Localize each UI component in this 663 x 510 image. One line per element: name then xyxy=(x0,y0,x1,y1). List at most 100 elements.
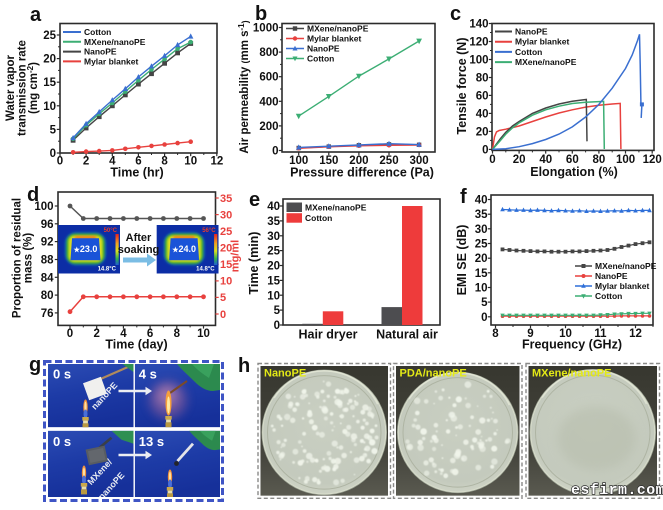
svg-text:10: 10 xyxy=(197,328,210,340)
svg-text:250: 250 xyxy=(379,155,398,167)
svg-text:★24.0: ★24.0 xyxy=(172,244,196,254)
svg-text:h: h xyxy=(238,355,250,377)
svg-text:0: 0 xyxy=(272,146,278,158)
svg-text:e: e xyxy=(249,189,260,211)
svg-text:140: 140 xyxy=(469,18,488,30)
svg-text:25: 25 xyxy=(267,246,280,258)
svg-text:80: 80 xyxy=(41,290,54,302)
svg-text:20: 20 xyxy=(220,243,232,255)
svg-text:Cotton: Cotton xyxy=(515,47,542,57)
svg-text:Mylar blanket: Mylar blanket xyxy=(595,281,649,291)
svg-text:f: f xyxy=(460,186,467,208)
svg-text:30: 30 xyxy=(475,224,488,236)
svg-text:Cotton: Cotton xyxy=(84,27,111,37)
svg-text:56°C: 56°C xyxy=(202,228,216,234)
svg-text:12: 12 xyxy=(210,156,223,168)
svg-text:80: 80 xyxy=(476,72,489,84)
svg-text:Cotton: Cotton xyxy=(307,54,334,64)
svg-text:14.8°C: 14.8°C xyxy=(196,267,215,273)
svg-text:20: 20 xyxy=(43,54,56,66)
svg-text:4 s: 4 s xyxy=(139,367,157,382)
svg-text:150: 150 xyxy=(319,155,338,167)
svg-text:MXene/nanoPE: MXene/nanoPE xyxy=(305,203,367,213)
svg-text:200: 200 xyxy=(349,155,368,167)
svg-text:Hair dryer: Hair dryer xyxy=(298,328,357,342)
svg-text:d: d xyxy=(27,184,39,206)
svg-text:After: After xyxy=(126,232,152,244)
svg-text:PDA/nanoPE: PDA/nanoPE xyxy=(400,368,467,380)
svg-text:60: 60 xyxy=(476,90,489,102)
svg-text:6: 6 xyxy=(147,328,153,340)
svg-text:1000: 1000 xyxy=(253,23,279,35)
svg-text:EMI SE (dB): EMI SE (dB) xyxy=(455,225,469,296)
svg-text:8: 8 xyxy=(492,328,499,340)
svg-text:0: 0 xyxy=(482,144,488,156)
svg-text:100: 100 xyxy=(289,155,308,167)
svg-text:120: 120 xyxy=(643,154,662,166)
svg-text:40: 40 xyxy=(267,201,280,213)
svg-text:Elongation (%): Elongation (%) xyxy=(530,165,618,179)
svg-text:10: 10 xyxy=(43,101,56,113)
svg-text:★23.0: ★23.0 xyxy=(74,244,98,254)
svg-text:c: c xyxy=(450,3,461,25)
svg-text:0: 0 xyxy=(220,309,226,321)
svg-text:9: 9 xyxy=(527,328,533,340)
svg-text:NanoPE: NanoPE xyxy=(307,44,340,54)
svg-text:30: 30 xyxy=(220,209,232,221)
svg-text:MXene/nanoPE: MXene/nanoPE xyxy=(307,24,369,34)
svg-text:12: 12 xyxy=(629,328,642,340)
svg-text:13 s: 13 s xyxy=(139,434,164,449)
svg-text:soaking: soaking xyxy=(118,244,160,256)
svg-text:0: 0 xyxy=(481,312,487,324)
svg-text:Pressure difference (Pa): Pressure difference (Pa) xyxy=(290,166,434,180)
svg-text:0: 0 xyxy=(67,328,73,340)
svg-text:Time (min): Time (min) xyxy=(247,232,261,295)
svg-text:14.8°C: 14.8°C xyxy=(98,267,117,273)
svg-text:0: 0 xyxy=(57,156,63,168)
svg-text:15: 15 xyxy=(267,275,280,287)
svg-text:Time (hr): Time (hr) xyxy=(110,166,163,180)
svg-text:mass (%): mass (%) xyxy=(23,233,35,284)
svg-text:600: 600 xyxy=(259,72,278,84)
svg-text:Frequency (GHz): Frequency (GHz) xyxy=(522,338,622,352)
svg-text:25: 25 xyxy=(475,239,488,251)
svg-text:4: 4 xyxy=(120,328,127,340)
svg-text:(mg cm-2): (mg cm-2) xyxy=(26,62,40,114)
svg-text:8: 8 xyxy=(161,156,168,168)
svg-text:MXene/nanoPE: MXene/nanoPE xyxy=(84,37,146,47)
svg-text:40: 40 xyxy=(475,195,488,207)
svg-text:0: 0 xyxy=(489,154,495,166)
svg-text:84: 84 xyxy=(41,272,54,284)
svg-text:Proportion of residual: Proportion of residual xyxy=(12,198,24,318)
svg-text:0: 0 xyxy=(274,320,280,332)
svg-text:MXene/nanoPE: MXene/nanoPE xyxy=(515,57,577,67)
svg-text:5: 5 xyxy=(274,305,281,317)
svg-text:5: 5 xyxy=(220,292,226,304)
svg-text:esfirm.com: esfirm.com xyxy=(571,482,663,499)
svg-text:20: 20 xyxy=(267,261,280,273)
svg-text:76: 76 xyxy=(41,308,54,320)
svg-text:200: 200 xyxy=(259,121,278,133)
svg-text:Water vapor: Water vapor xyxy=(5,54,17,121)
svg-text:0 s: 0 s xyxy=(53,367,71,382)
svg-text:10: 10 xyxy=(475,282,488,294)
svg-text:NanoPE: NanoPE xyxy=(515,27,548,37)
svg-text:25: 25 xyxy=(220,226,232,238)
svg-text:8: 8 xyxy=(174,328,181,340)
svg-text:MXene/nanoPE: MXene/nanoPE xyxy=(595,261,657,271)
svg-text:5: 5 xyxy=(481,297,488,309)
svg-text:35: 35 xyxy=(220,193,232,205)
svg-text:15: 15 xyxy=(475,268,488,280)
svg-text:5: 5 xyxy=(50,124,57,136)
svg-text:30: 30 xyxy=(267,231,280,243)
svg-text:g: g xyxy=(29,354,41,376)
svg-text:mg/ml: mg/ml xyxy=(230,240,242,272)
svg-text:Cotton: Cotton xyxy=(305,213,332,223)
svg-text:100: 100 xyxy=(34,201,53,213)
svg-text:15: 15 xyxy=(220,259,232,271)
svg-text:NanoPE: NanoPE xyxy=(84,47,117,57)
svg-text:11: 11 xyxy=(594,328,607,340)
svg-text:20: 20 xyxy=(513,154,526,166)
svg-text:Cotton: Cotton xyxy=(595,291,622,301)
svg-text:88: 88 xyxy=(41,254,54,266)
